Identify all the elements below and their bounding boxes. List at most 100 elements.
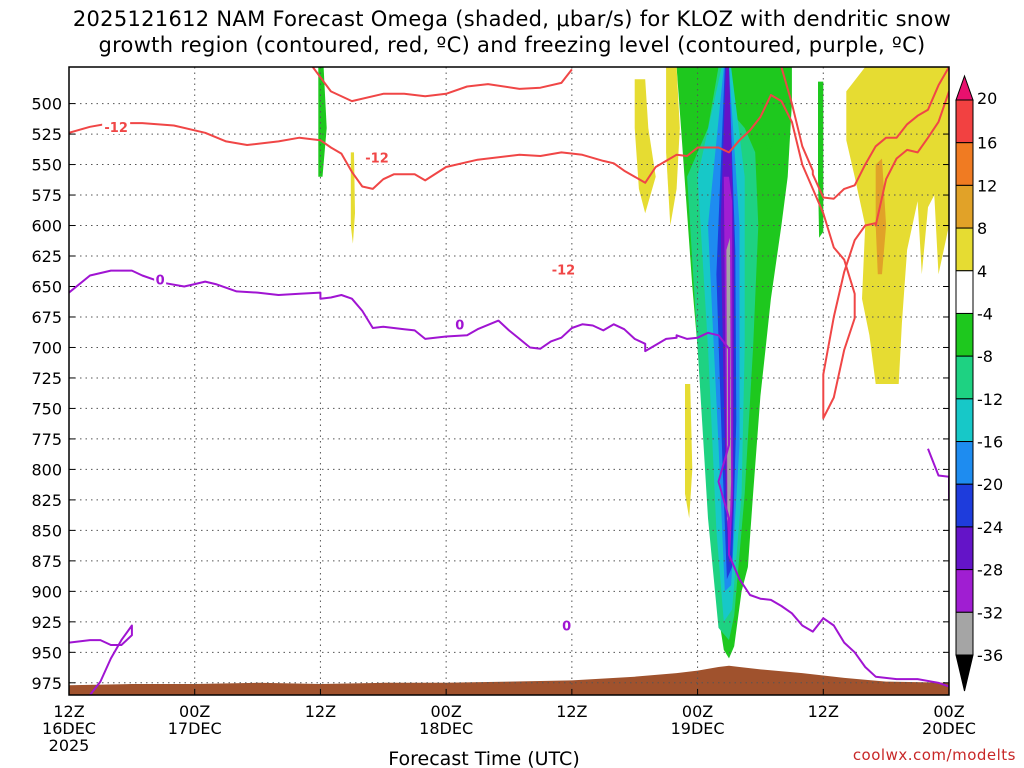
y-tick-label-575: 575 — [31, 186, 62, 205]
y-tick-label-850: 850 — [31, 521, 62, 540]
contour-label-5: 0 — [562, 620, 571, 635]
y-tick-label-625: 625 — [31, 247, 62, 266]
y-tick-label-975: 975 — [31, 674, 62, 693]
contour-label-bg-1 — [363, 150, 391, 165]
x-tick-label-5-1: 19DEC — [671, 719, 725, 738]
colorbar-bottom-arrow — [955, 654, 974, 692]
isotherm-line-5 — [927, 448, 949, 500]
contour-label-bg-0 — [102, 119, 131, 134]
chart-title: 2025121612 NAM Forecast Omega (shaded, μ… — [0, 6, 1024, 58]
contour-label-bg-5 — [560, 618, 573, 633]
omega-shading-layer — [318, 67, 949, 659]
isotherm-line-1 — [311, 67, 573, 103]
omega-region-11 — [634, 79, 656, 214]
colorbar-label-3: 8 — [977, 219, 987, 238]
x-tick-label-7-0: 00Z — [933, 702, 964, 721]
y-tick-label-825: 825 — [31, 491, 62, 510]
colorbar-bin-3 — [955, 227, 974, 272]
contour-label-4: 0 — [455, 319, 464, 334]
colorbar-label-2: 12 — [977, 176, 997, 195]
colorbar-bin-8 — [955, 441, 974, 485]
x-tick-label-0-0: 12Z — [53, 702, 84, 721]
terrain-fill — [69, 665, 949, 695]
colorbar-top-arrow — [955, 74, 974, 101]
x-tick-label-5-0: 00Z — [682, 702, 713, 721]
y-tick-label-700: 700 — [31, 338, 62, 357]
omega-region-8 — [318, 67, 327, 177]
x-tick-label-0-2: 2025 — [49, 736, 90, 755]
isotherm-line-3 — [69, 269, 949, 688]
plot-frame — [68, 66, 950, 696]
omega-region-16 — [685, 384, 693, 519]
y-tick-label-900: 900 — [31, 582, 62, 601]
contour-label-bg-2 — [549, 262, 578, 277]
omega-region-9 — [755, 67, 780, 153]
y-tick-label-675: 675 — [31, 308, 62, 327]
y-tick-label-875: 875 — [31, 552, 62, 571]
colorbar-label-5: -4 — [977, 304, 993, 323]
grid-layer — [69, 67, 949, 695]
y-tick-label-750: 750 — [31, 399, 62, 418]
x-tick-label-0-1: 16DEC — [42, 719, 96, 738]
x-axis-title: Forecast Time (UTC) — [388, 748, 579, 768]
omega-region-13 — [846, 67, 949, 384]
isotherm-line-4 — [69, 624, 133, 695]
y-tick-label-650: 650 — [31, 277, 62, 296]
colorbar-bin-6 — [955, 355, 974, 400]
y-tick-label-800: 800 — [31, 460, 62, 479]
colorbar-label-11: -28 — [977, 561, 1003, 580]
colorbar: 20 16 12 8 4 -4 -8 -12 -16 -20 -24 -28 -32 -36 — [955, 74, 1003, 692]
omega-region-12 — [666, 67, 680, 226]
terrain-layer — [69, 665, 949, 695]
y-tick-label-500: 500 — [31, 95, 62, 114]
colorbar-bin-7 — [955, 398, 974, 443]
colorbar-label-9: -20 — [977, 475, 1003, 494]
colorbar-bin-5 — [955, 312, 974, 357]
colorbar-label-4: 4 — [977, 262, 987, 281]
isotherm-line-2 — [780, 67, 949, 200]
colorbar-label-6: -8 — [977, 347, 993, 366]
contour-label-bg-3 — [154, 272, 167, 287]
source-credit: coolwx.com/modelts — [852, 746, 1016, 764]
axes-layer: 500 525 550 575 600 625 650 675 700 725 750 775 800 8… — [31, 66, 976, 768]
x-tick-label-4-0: 12Z — [556, 702, 587, 721]
colorbar-bin-0 — [955, 99, 974, 144]
colorbar-label-7: -12 — [977, 390, 1003, 409]
contour-label-1: -12 — [365, 151, 389, 166]
isotherm-line-0 — [69, 91, 949, 420]
x-tick-label-1-1: 17DEC — [168, 719, 222, 738]
chart-title-line-1: 2025121612 NAM Forecast Omega (shaded, μ… — [72, 7, 952, 31]
colorbar-bin-9 — [955, 483, 974, 528]
colorbar-bin-12 — [955, 611, 974, 656]
omega-region-15 — [350, 152, 355, 244]
contour-label-2: -12 — [552, 264, 576, 279]
contour-label-bg-4 — [453, 317, 466, 332]
y-tick-label-525: 525 — [31, 125, 62, 144]
contour-label-0: -12 — [104, 121, 128, 136]
colorbar-label-0: 20 — [977, 89, 997, 108]
x-tick-label-3-1: 18DEC — [419, 719, 473, 738]
colorbar-bin-10 — [955, 526, 974, 571]
x-tick-label-3-0: 00Z — [430, 702, 461, 721]
y-tick-label-600: 600 — [31, 217, 62, 236]
x-tick-label-7-1: 20DEC — [922, 719, 976, 738]
x-tick-label-6-0: 12Z — [808, 702, 839, 721]
colorbar-bin-2 — [955, 184, 974, 229]
x-tick-label-2-0: 12Z — [305, 702, 336, 721]
contour-label-3: 0 — [156, 273, 165, 288]
colorbar-bin-11 — [955, 569, 974, 613]
chart-title-line-2: growth region (contoured, red, ºC) and f… — [98, 33, 926, 57]
colorbar-label-12: -32 — [977, 603, 1003, 622]
y-tick-label-725: 725 — [31, 369, 62, 388]
y-tick-label-950: 950 — [31, 643, 62, 662]
y-tick-label-775: 775 — [31, 430, 62, 449]
colorbar-label-10: -24 — [977, 518, 1003, 537]
contour-label-layer: -12 -12 -12 0 0 0 — [102, 119, 578, 635]
y-tick-label-550: 550 — [31, 156, 62, 175]
x-tick-label-1-0: 00Z — [179, 702, 210, 721]
colorbar-bin-1 — [955, 142, 974, 186]
colorbar-label-8: -16 — [977, 433, 1003, 452]
colorbar-label-1: 16 — [977, 134, 997, 153]
colorbar-bin-4 — [955, 270, 974, 314]
